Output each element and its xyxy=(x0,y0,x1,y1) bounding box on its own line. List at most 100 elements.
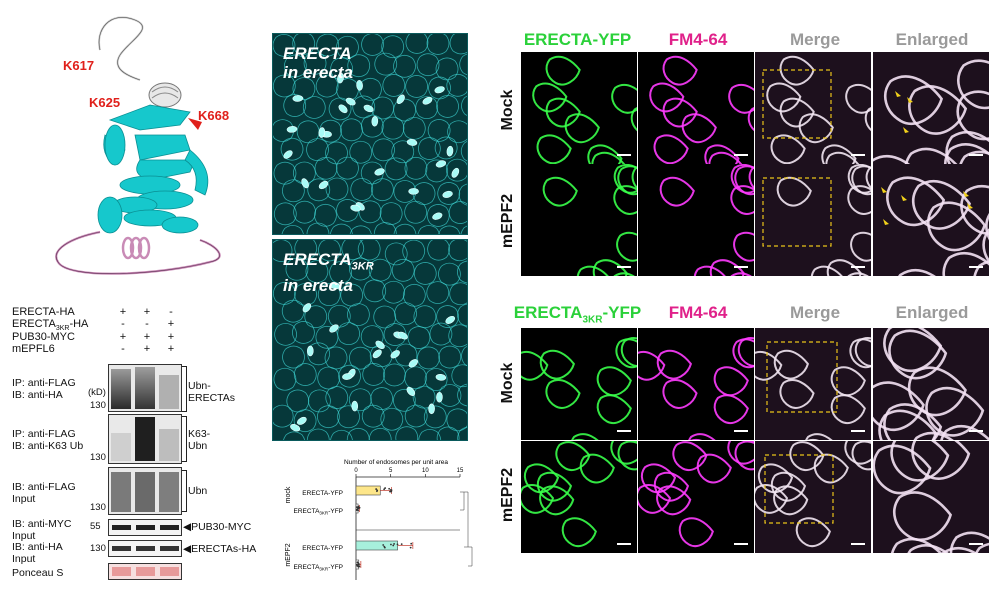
group-label-mepf2: mEPF2 xyxy=(285,543,292,566)
mw-marker: 130 xyxy=(90,502,106,513)
data-point xyxy=(356,564,359,567)
erecta-kinase-structure: K617 K625 K668 xyxy=(40,0,270,300)
sign: + xyxy=(143,331,151,343)
col-header-enlarged: Enlarged xyxy=(895,30,969,49)
bracket xyxy=(182,366,187,412)
endosome-bar-chart: Number of endosomes per unit area 0 5 10 15… xyxy=(278,455,478,595)
row-label-mepf2: mEPF2 xyxy=(499,193,516,249)
lysine-label-k668: K668 xyxy=(198,108,230,123)
col-header-fm4-64: FM4-64 xyxy=(668,30,728,49)
data-point xyxy=(357,562,360,565)
blot-label-ib-ha: IB: anti-HA Input xyxy=(12,541,63,565)
col-header-enlarged: Enlarged xyxy=(895,303,969,322)
confocal-panel-fm4-64 xyxy=(638,164,754,276)
condition-pub30-myc: PUB30-MYC xyxy=(12,331,75,343)
sign: + xyxy=(167,331,175,343)
bar xyxy=(355,540,398,551)
blot-label-ib-flag: IB: anti-FLAG Input xyxy=(12,481,76,505)
data-point xyxy=(383,545,386,548)
mw-marker: 130 xyxy=(90,543,106,554)
mw-marker: 130 xyxy=(90,400,106,411)
epidermal-cell-pattern xyxy=(273,240,467,440)
zoom-region-box xyxy=(762,69,832,139)
scale-bar xyxy=(617,266,631,268)
sign: - xyxy=(169,306,173,318)
blot-right-label-k63-ubn: K63- Ubn xyxy=(188,428,211,452)
confocal-panel-merge xyxy=(755,164,871,276)
zoom-region-box xyxy=(762,177,832,247)
condition-mepfl6: mEPFL6 xyxy=(12,343,55,355)
blot-label-ponceau: Ponceau S xyxy=(12,567,64,579)
endosome-arrowhead xyxy=(963,191,969,197)
group-label-mock: mock xyxy=(285,486,292,503)
scale-bar xyxy=(734,154,748,156)
data-point xyxy=(410,542,413,545)
x-tick-label: 0 xyxy=(354,468,358,474)
row-label-mock: Mock xyxy=(499,89,516,131)
x-tick-label: 10 xyxy=(422,468,429,474)
bracket xyxy=(182,416,187,462)
micrograph-erecta-in-erecta: ERECTA in erecta xyxy=(272,33,468,235)
row-label-mock: Mock xyxy=(499,362,516,404)
x-tick-label: 15 xyxy=(457,468,464,474)
sign: - xyxy=(145,318,149,330)
confocal-panel-enlarged xyxy=(873,441,989,553)
data-point xyxy=(357,505,360,508)
significance-bracket xyxy=(464,491,469,548)
micrograph-erecta3kr-in-erecta: ERECTA3KR in erecta xyxy=(272,239,468,441)
blot-right-label-ubn-erectas: Ubn- ERECTAs xyxy=(188,380,236,404)
scale-bar xyxy=(851,430,865,432)
scale-bar xyxy=(617,430,631,432)
bar xyxy=(355,485,381,496)
lysine-label-k617: K617 xyxy=(63,58,95,73)
micrograph-title: ERECTA3KR in erecta xyxy=(283,250,374,296)
row-label-mepf2: mEPF2 xyxy=(499,467,516,523)
sign: - xyxy=(121,318,125,330)
data-point xyxy=(384,487,387,489)
confocal-panel-merge xyxy=(755,328,871,440)
data-point xyxy=(358,506,361,509)
endosome-arrowhead xyxy=(903,127,909,133)
data-point xyxy=(393,543,395,545)
blot-label-ib-myc: IB: anti-MYC Input xyxy=(12,518,72,542)
blot-panel-erectas-ha xyxy=(108,540,182,557)
scale-bar xyxy=(969,266,983,268)
condition-erecta-ha: ERECTA-HA xyxy=(12,306,75,318)
data-point xyxy=(383,488,386,491)
mw-marker: 55 xyxy=(90,521,101,532)
blot-label-ip-ha: IP: anti-FLAG IB: anti-HA xyxy=(12,377,76,401)
endosome-arrowhead xyxy=(883,219,889,225)
data-point xyxy=(390,543,392,546)
data-point xyxy=(389,490,391,493)
col-header-erecta3kr-yfp: ERECTA3KR-YFP xyxy=(513,303,642,326)
blot-panel-pub30-myc xyxy=(108,519,182,536)
confocal-panel-yfp xyxy=(521,52,637,164)
sign: - xyxy=(121,343,125,355)
blot-right-label-ubn: Ubn xyxy=(188,485,208,497)
endosome-arrowhead xyxy=(967,203,973,209)
confocal-panel-fm4-64 xyxy=(638,441,754,553)
col-header-merge: Merge xyxy=(789,303,841,322)
data-point xyxy=(409,546,412,549)
col-header-erecta-yfp: ERECTA-YFP xyxy=(523,30,632,49)
data-point xyxy=(392,544,395,547)
col-header-fm4-64: FM4-64 xyxy=(668,303,728,322)
blot-panel-ubn-erectas xyxy=(108,364,182,412)
scale-bar xyxy=(851,154,865,156)
scale-bar xyxy=(617,543,631,545)
data-point xyxy=(355,506,358,509)
scale-bar xyxy=(969,543,983,545)
chart-svg: Number of endosomes per unit area 0 5 10 15… xyxy=(285,459,473,580)
scale-bar xyxy=(969,430,983,432)
category-label: ERECTA-YFP xyxy=(302,490,343,497)
endosome-arrowhead xyxy=(907,97,913,103)
blot-panel-ubn xyxy=(108,467,182,515)
data-point xyxy=(388,487,391,490)
bracket xyxy=(182,470,187,512)
confocal-panel-fm4-64 xyxy=(638,328,754,440)
confocal-panel-merge xyxy=(755,52,871,164)
sign: + xyxy=(167,318,175,330)
epidermal-cell-pattern xyxy=(273,34,467,234)
blot-panel-k63-ubn xyxy=(108,414,182,464)
data-point xyxy=(355,508,358,511)
